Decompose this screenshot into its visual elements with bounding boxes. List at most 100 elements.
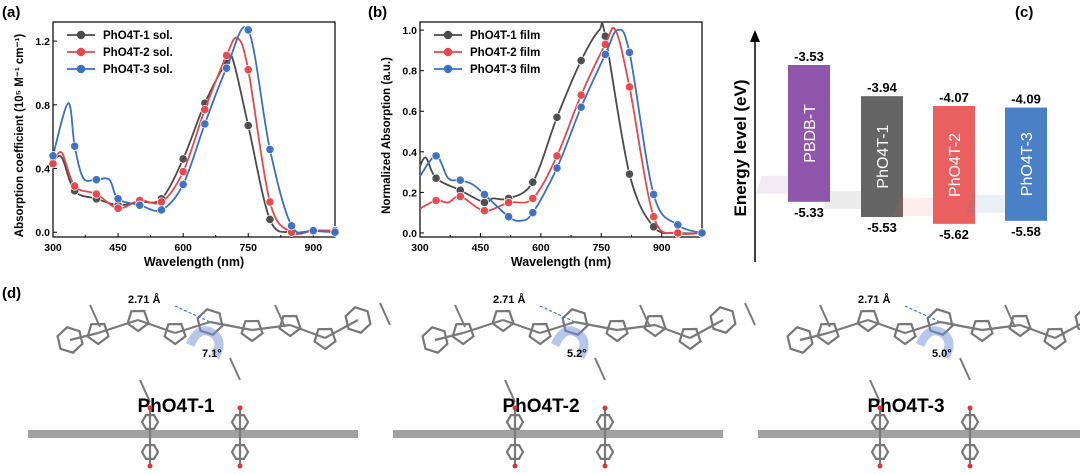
energy-bar bbox=[1005, 107, 1047, 221]
y-axis-title: Energy level (eV) bbox=[731, 79, 750, 216]
bond bbox=[959, 357, 971, 381]
bond bbox=[274, 304, 286, 328]
bond bbox=[137, 318, 176, 335]
plot-frame bbox=[419, 21, 703, 238]
atom-ring bbox=[786, 326, 814, 354]
oxygen-atom bbox=[877, 463, 883, 469]
lumo-label: -4.07 bbox=[939, 90, 969, 105]
energy-bar bbox=[788, 65, 830, 202]
lumo-label: -3.94 bbox=[867, 80, 897, 95]
x-tick-label: 900 bbox=[653, 242, 671, 254]
data-point bbox=[243, 25, 253, 35]
series-line-2 bbox=[52, 36, 336, 235]
dihedral-highlight bbox=[915, 326, 954, 360]
bond bbox=[594, 357, 606, 381]
bond bbox=[867, 318, 906, 335]
data-point bbox=[91, 189, 101, 199]
y-tick-label: 0.0 bbox=[402, 228, 417, 240]
x-tick-label: 750 bbox=[593, 242, 611, 254]
data-point bbox=[479, 206, 490, 216]
data-point bbox=[135, 200, 145, 210]
legend-label: PhO4T-3 sol. bbox=[103, 64, 173, 76]
bond bbox=[209, 320, 253, 332]
oxygen-atom bbox=[512, 463, 518, 469]
data-point bbox=[156, 197, 167, 207]
data-point bbox=[528, 193, 538, 204]
data-point bbox=[48, 159, 58, 169]
data-point bbox=[600, 49, 610, 60]
atom-ring bbox=[893, 322, 917, 346]
bond bbox=[539, 320, 576, 335]
atom-ring bbox=[451, 322, 475, 346]
x-tick-label: 450 bbox=[109, 242, 127, 254]
bond bbox=[689, 319, 724, 339]
legend-marker bbox=[443, 64, 453, 74]
data-point bbox=[156, 205, 167, 215]
y-tick-label: 1.2 bbox=[35, 36, 50, 48]
y-tick-label: 0.2 bbox=[402, 187, 417, 199]
lumo-label: -4.09 bbox=[1011, 92, 1041, 107]
data-point bbox=[552, 151, 562, 161]
x-tick-label: 600 bbox=[532, 242, 550, 254]
bond bbox=[434, 331, 464, 342]
homo-label: -5.58 bbox=[1011, 224, 1041, 239]
data-point bbox=[200, 119, 210, 129]
molecule-1: 2.71 Å 7.1° PhO4T-1 bbox=[28, 293, 391, 469]
bond bbox=[1054, 323, 1080, 339]
y-tick-label: 0.4 bbox=[402, 147, 417, 159]
dihedral-highlight bbox=[550, 326, 589, 360]
atom-ring bbox=[313, 327, 337, 351]
energy-bar bbox=[861, 96, 903, 217]
y-tick-label: 1.0 bbox=[402, 25, 417, 37]
data-point bbox=[431, 151, 441, 161]
bond bbox=[654, 323, 691, 340]
data-point bbox=[649, 212, 659, 222]
data-point bbox=[528, 177, 538, 187]
data-point bbox=[265, 197, 275, 207]
data-point bbox=[673, 228, 683, 238]
atom-ring bbox=[643, 314, 667, 338]
atom-ring bbox=[960, 444, 980, 460]
atom-ring bbox=[960, 414, 980, 430]
data-point bbox=[649, 189, 659, 200]
atom-ring bbox=[528, 322, 552, 346]
atom-ring bbox=[1008, 314, 1032, 338]
atom-ring bbox=[86, 322, 110, 346]
data-point bbox=[455, 175, 465, 185]
data-point bbox=[479, 189, 490, 200]
data-point bbox=[265, 144, 275, 155]
atom-ring bbox=[505, 444, 525, 460]
x-tick-label: 600 bbox=[174, 242, 192, 254]
data-point bbox=[178, 167, 188, 177]
molecule-2: 2.71 Å 5.2° PhO4T-2 bbox=[393, 293, 756, 469]
bar-label: PhO4T-3 bbox=[1019, 132, 1036, 196]
y-tick-label: 0.6 bbox=[402, 106, 417, 118]
y-axis-title: Normalized Absorption (a.u.) bbox=[381, 57, 393, 214]
bond bbox=[827, 318, 869, 335]
atom-ring bbox=[230, 414, 250, 430]
data-point bbox=[624, 82, 635, 92]
bond bbox=[97, 318, 139, 335]
hbond-line bbox=[539, 305, 576, 323]
oxygen-atom bbox=[602, 405, 608, 411]
bar-label: PBDB-T bbox=[802, 104, 819, 163]
atom-ring bbox=[505, 414, 525, 430]
data-point bbox=[70, 181, 80, 191]
bond bbox=[379, 302, 391, 326]
data-point bbox=[504, 197, 514, 208]
atom-ring bbox=[870, 414, 890, 430]
data-point bbox=[265, 214, 275, 225]
series-line-3 bbox=[52, 26, 336, 234]
data-point bbox=[673, 220, 683, 230]
atom-ring bbox=[240, 319, 264, 343]
legend-label: PhO4T-3 film bbox=[470, 64, 540, 76]
x-tick-label: 450 bbox=[472, 242, 490, 254]
data-point bbox=[330, 227, 340, 237]
angle-label: 5.2° bbox=[567, 348, 587, 360]
atom-ring bbox=[595, 444, 615, 460]
atom-ring bbox=[278, 314, 302, 338]
data-point bbox=[91, 175, 101, 185]
data-point bbox=[576, 102, 586, 112]
chart-a-solution-absorption: 300 450 600 750 900 0.0 0.4 0.8 1.2 Wavelength (n… bbox=[14, 21, 340, 269]
bond bbox=[819, 304, 831, 328]
